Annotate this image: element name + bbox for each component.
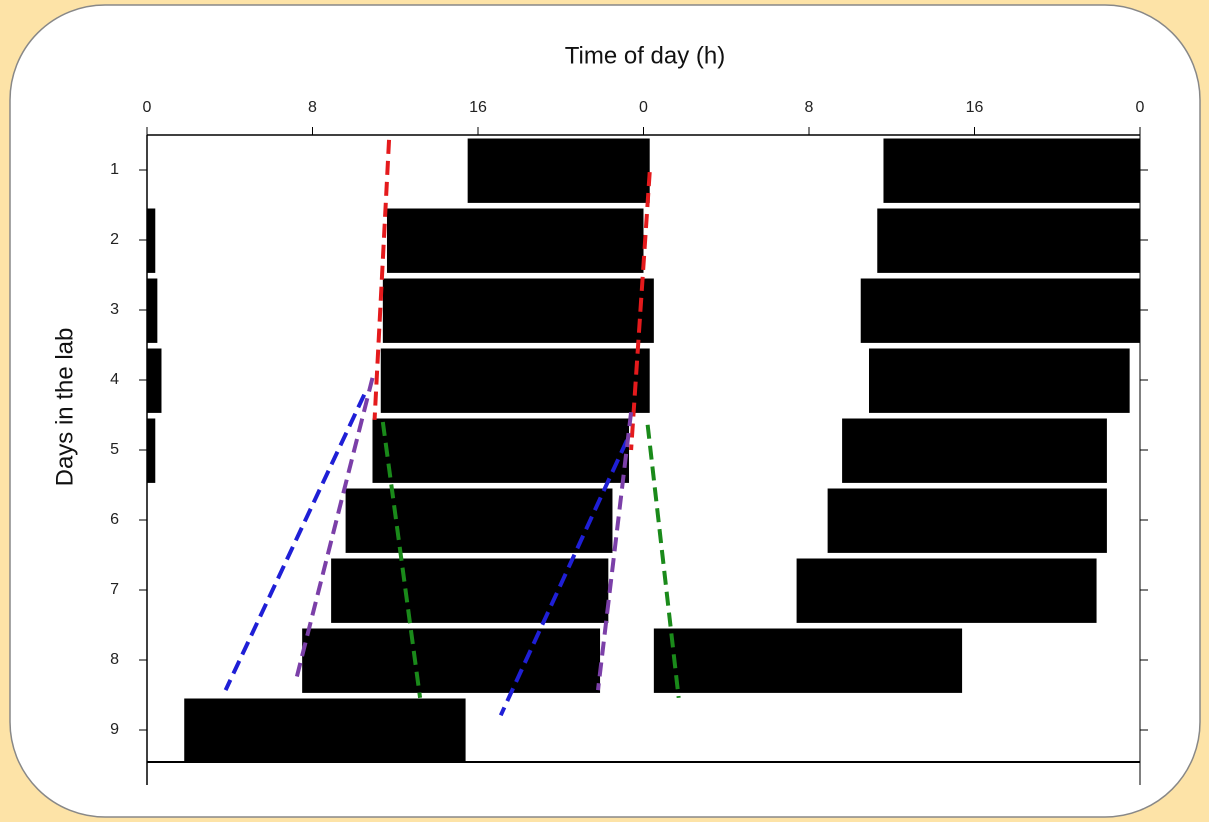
- y-tick-label: 3: [110, 301, 119, 318]
- activity-bout: [467, 138, 644, 203]
- y-tick-label: 6: [110, 511, 119, 528]
- x-tick-label: 0: [1136, 99, 1145, 116]
- activity-bout: [345, 488, 613, 553]
- phase-line: [498, 439, 629, 717]
- activity-bout: [380, 348, 650, 413]
- phase-line: [294, 377, 375, 681]
- activity-bout: [147, 278, 158, 343]
- x-tick-label: 8: [805, 99, 814, 116]
- activity-bout: [883, 138, 1140, 203]
- x-tick-label: 16: [469, 99, 487, 116]
- activity-bout: [877, 208, 1140, 273]
- activity-bout: [147, 418, 156, 483]
- activity-bout: [331, 558, 609, 623]
- y-tick-label: 1: [110, 161, 119, 178]
- y-tick-label: 9: [110, 721, 119, 738]
- activity-bout: [386, 208, 644, 273]
- activity-bout: [643, 138, 650, 203]
- phase-line: [645, 424, 681, 699]
- chart-title: Time of day (h): [565, 42, 726, 69]
- activity-bout: [184, 698, 466, 763]
- x-tick-label: 8: [308, 99, 317, 116]
- y-tick-label: 7: [110, 581, 119, 598]
- y-axis-label: Days in the lab: [51, 328, 78, 487]
- y-tick-label: 8: [110, 651, 119, 668]
- activity-bout: [147, 348, 162, 413]
- phase-line: [380, 421, 423, 699]
- activity-bout: [796, 558, 1097, 623]
- x-tick-label: 16: [966, 99, 984, 116]
- x-tick-label: 0: [639, 99, 648, 116]
- activity-bout: [868, 348, 1130, 413]
- activity-bout: [842, 418, 1107, 483]
- x-tick-label: 0: [143, 99, 152, 116]
- phase-line: [629, 171, 652, 451]
- phase-line: [596, 411, 634, 691]
- y-tick-label: 5: [110, 441, 119, 458]
- activity-bout: [382, 278, 654, 343]
- activity-bout: [860, 278, 1140, 343]
- y-tick-label: 2: [110, 231, 119, 248]
- phase-line: [372, 139, 392, 421]
- activity-bout: [302, 628, 601, 693]
- activity-bout: [827, 488, 1107, 553]
- activity-bout: [653, 628, 963, 693]
- activity-bout: [372, 418, 630, 483]
- activity-bout: [147, 208, 156, 273]
- phase-line: [223, 393, 367, 691]
- y-tick-label: 4: [110, 371, 119, 388]
